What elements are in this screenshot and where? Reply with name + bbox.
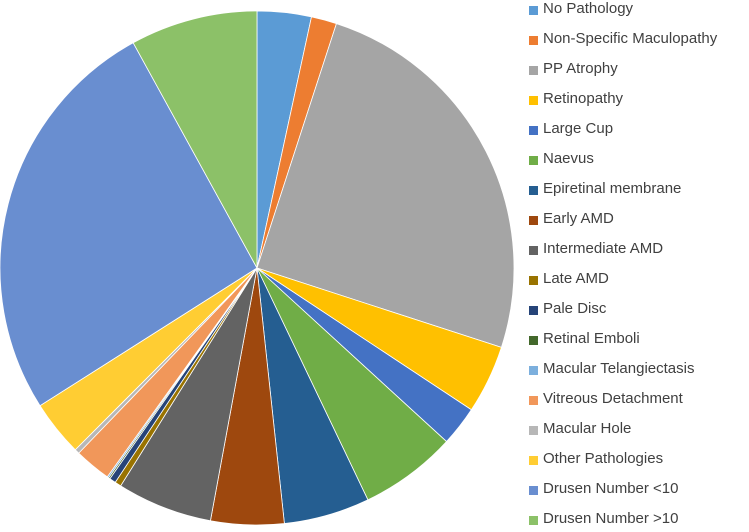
legend-swatch (529, 156, 538, 165)
legend-label: Late AMD (543, 270, 609, 287)
legend-item: No Pathology (526, 0, 749, 22)
legend-label: Other Pathologies (543, 450, 664, 467)
legend-swatch (529, 426, 538, 435)
legend-swatch (529, 246, 538, 255)
legend-swatch (529, 336, 538, 345)
legend-swatch (529, 276, 538, 285)
legend-label: Vitreous Detachment (543, 390, 683, 407)
legend-label: Naevus (543, 150, 594, 167)
legend-swatch (529, 516, 538, 525)
legend-item: Intermediate AMD (526, 240, 749, 262)
pie-slices (0, 10, 515, 526)
legend-item: PP Atrophy (526, 60, 749, 82)
legend-swatch (529, 486, 538, 495)
legend-label: Macular Telangiectasis (543, 360, 695, 377)
legend-item: Retinal Emboli (526, 330, 749, 352)
legend-swatch (529, 366, 538, 375)
pie-chart (0, 10, 515, 526)
legend-swatch (529, 456, 538, 465)
legend-swatch (529, 96, 538, 105)
legend-swatch (529, 66, 538, 75)
legend-label: Early AMD (543, 210, 614, 227)
legend-label: Epiretinal membrane (543, 180, 682, 197)
legend-label: Intermediate AMD (543, 240, 664, 257)
legend-swatch (529, 6, 538, 15)
legend-item: Pale Disc (526, 300, 749, 322)
legend-item: Other Pathologies (526, 450, 749, 472)
legend-label: Large Cup (543, 120, 614, 137)
legend-swatch (529, 216, 538, 225)
legend-item: Non-Specific Maculopathy (526, 30, 749, 52)
legend-item: Early AMD (526, 210, 749, 232)
legend-item: Large Cup (526, 120, 749, 142)
legend-label: Non-Specific Maculopathy (543, 30, 718, 47)
legend-item: Late AMD (526, 270, 749, 292)
legend-label: No Pathology (543, 0, 634, 17)
legend-swatch (529, 36, 538, 45)
legend-item: Retinopathy (526, 90, 749, 112)
legend-swatch (529, 126, 538, 135)
legend-item: Macular Telangiectasis (526, 360, 749, 382)
legend-swatch (529, 186, 538, 195)
pie-slice-2 (256, 23, 515, 348)
legend-label: Retinopathy (543, 90, 624, 107)
legend-label: Macular Hole (543, 420, 632, 437)
legend-item: Macular Hole (526, 420, 749, 442)
legend-item: Drusen Number >10 (526, 510, 749, 532)
legend-item: Naevus (526, 150, 749, 172)
legend-label: Drusen Number <10 (543, 480, 679, 497)
legend-label: Drusen Number >10 (543, 510, 679, 527)
legend-swatch (529, 306, 538, 315)
legend-label: Retinal Emboli (543, 330, 640, 347)
legend-item: Epiretinal membrane (526, 180, 749, 202)
legend-item: Vitreous Detachment (526, 390, 749, 412)
legend-item: Drusen Number <10 (526, 480, 749, 502)
legend-label: Pale Disc (543, 300, 607, 317)
legend-label: PP Atrophy (543, 60, 618, 77)
pie-slice-16 (0, 42, 258, 407)
legend-swatch (529, 396, 538, 405)
pie-slice-17 (132, 10, 258, 269)
